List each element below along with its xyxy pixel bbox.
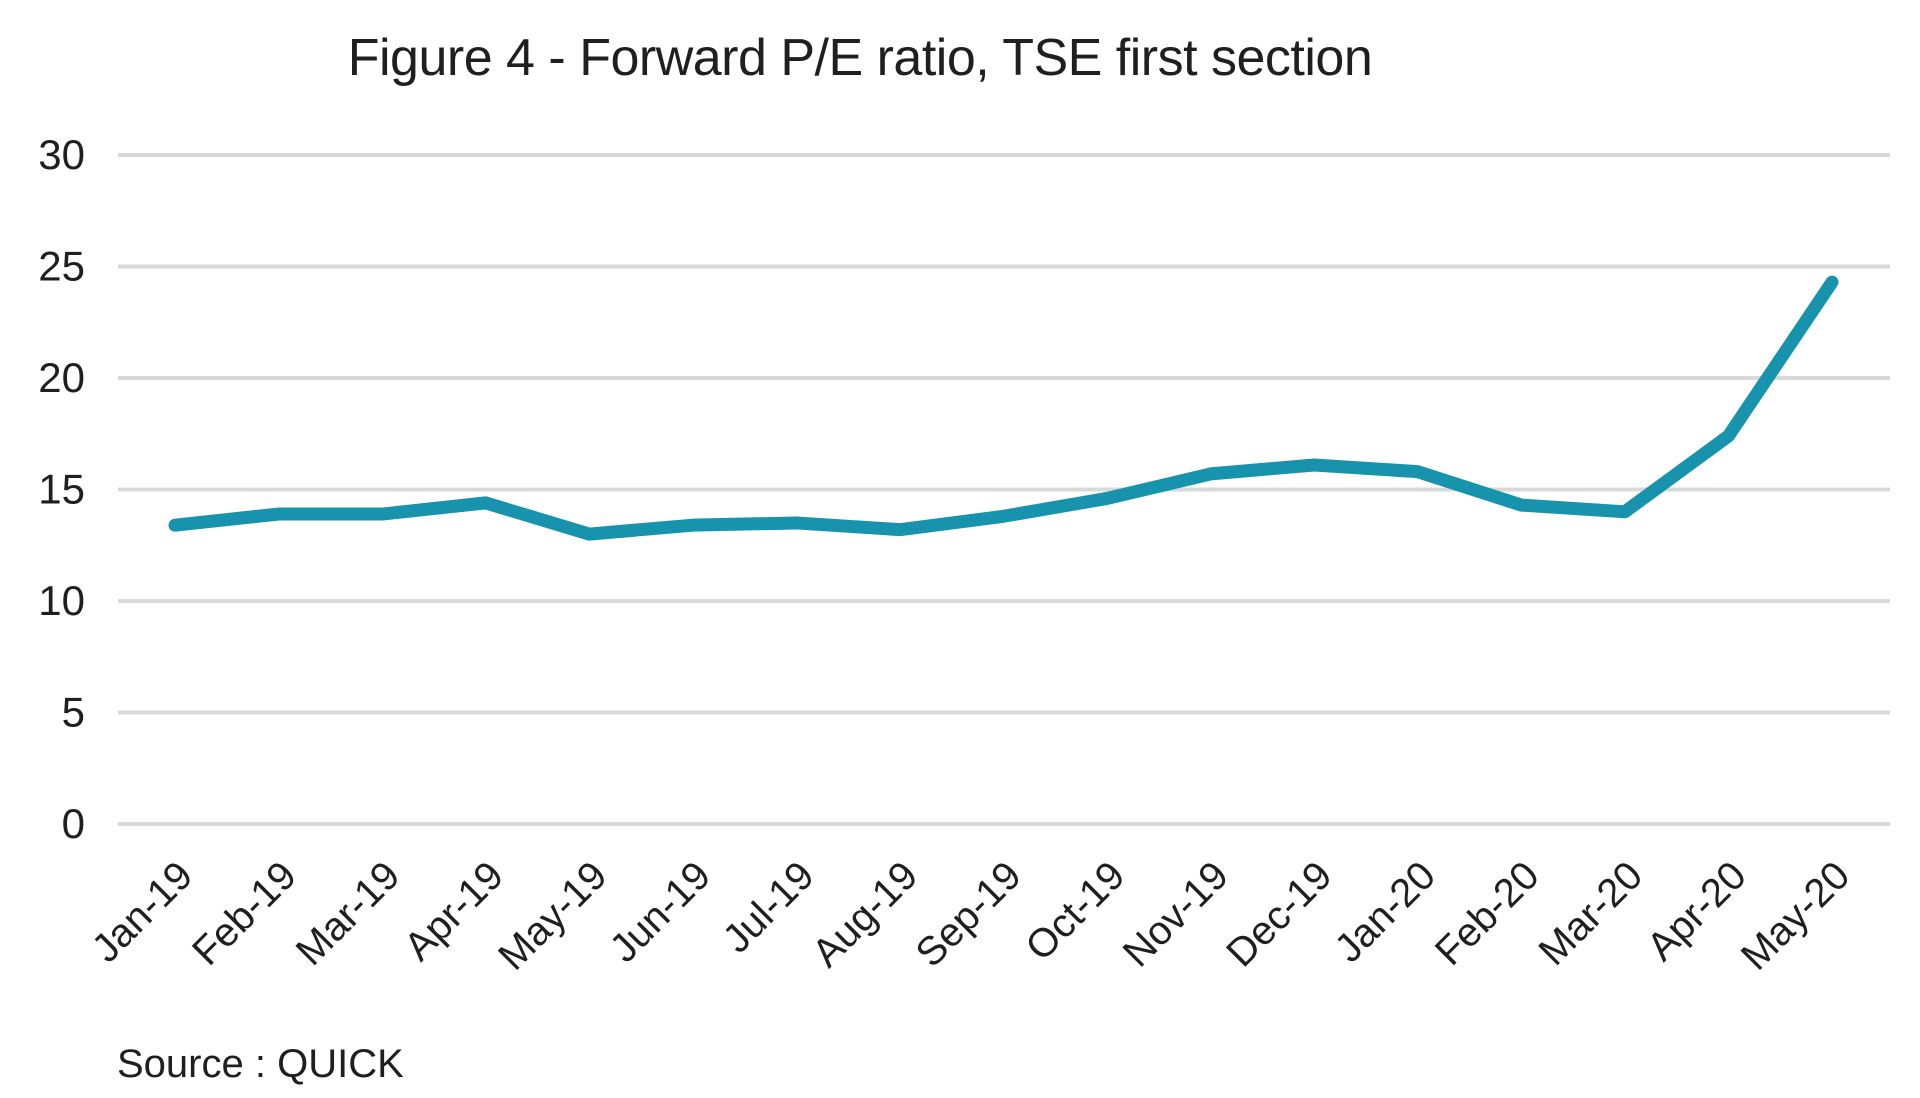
y-tick-label-20: 20 bbox=[38, 354, 85, 401]
x-tick-label-nov-19: Nov-19 bbox=[1115, 853, 1237, 975]
x-tick-label-feb-19: Feb-19 bbox=[184, 853, 305, 974]
x-tick-label-sep-19: Sep-19 bbox=[908, 853, 1030, 975]
y-tick-label-30: 30 bbox=[38, 131, 85, 178]
x-tick-label-mar-19: Mar-19 bbox=[288, 853, 409, 974]
x-tick-label-may-19: May-19 bbox=[490, 853, 615, 978]
x-tick-label-may-20: May-20 bbox=[1733, 853, 1858, 978]
x-tick-label-oct-19: Oct-19 bbox=[1017, 853, 1133, 969]
y-tick-label-25: 25 bbox=[38, 243, 85, 290]
y-tick-label-15: 15 bbox=[38, 466, 85, 513]
y-tick-label-5: 5 bbox=[62, 689, 85, 736]
x-tick-label-jan-20: Jan-20 bbox=[1327, 853, 1445, 971]
x-tick-label-feb-20: Feb-20 bbox=[1427, 853, 1548, 974]
x-tick-label-jun-19: Jun-19 bbox=[602, 853, 720, 971]
source-note: Source : QUICK bbox=[117, 1042, 404, 1086]
x-tick-label-mar-20: Mar-20 bbox=[1531, 853, 1652, 974]
x-tick-label-aug-19: Aug-19 bbox=[804, 853, 926, 975]
y-tick-label-10: 10 bbox=[38, 577, 85, 624]
pe-ratio-line-series bbox=[168, 275, 1839, 541]
x-tick-label-dec-19: Dec-19 bbox=[1218, 853, 1340, 975]
chart-title: Figure 4 - Forward P/E ratio, TSE first … bbox=[347, 29, 1373, 87]
y-tick-label-0: 0 bbox=[62, 800, 85, 847]
x-tick-label-jan-19: Jan-19 bbox=[84, 853, 202, 971]
